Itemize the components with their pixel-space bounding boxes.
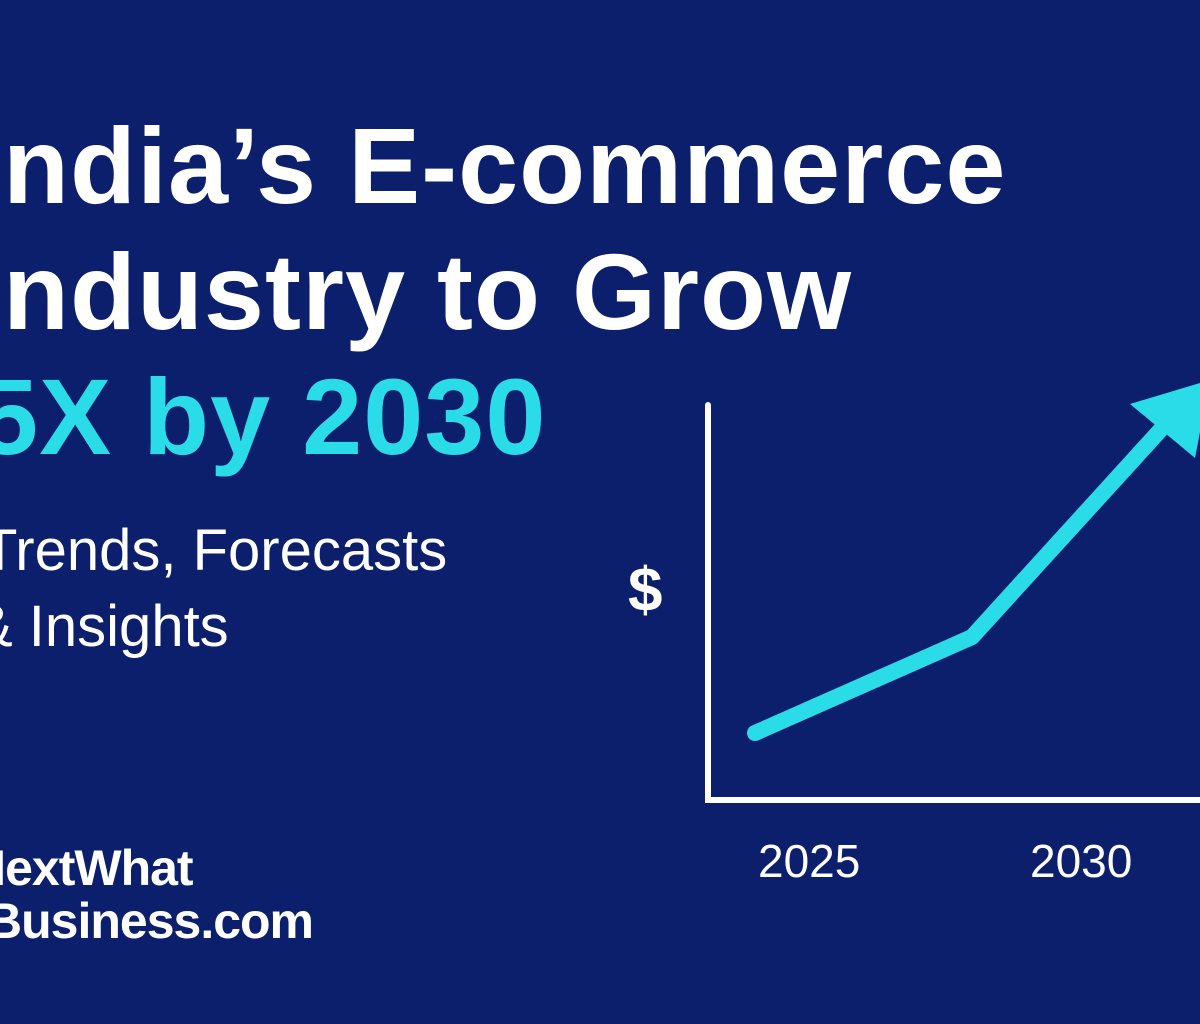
brand-logo-line-2: Business.com (0, 893, 314, 949)
headline-line-3: 5X by 2030 (0, 356, 547, 477)
x-label-2030: 2030 (1030, 835, 1133, 887)
subtitle-line-1: Trends, Forecasts (0, 518, 448, 583)
headline-line-1: India’s E-commerce (0, 105, 1007, 226)
axes (705, 402, 1200, 803)
trend-line (747, 417, 1173, 741)
arrow-head-icon (1130, 383, 1200, 458)
headline-line-2: Industry to Grow (0, 231, 852, 352)
x-label-2025: 2025 (758, 835, 861, 887)
dollar-icon: $ (628, 556, 663, 625)
subtitle-line-2: & Insights (0, 594, 229, 659)
brand-logo-line-1: NextWhat (0, 840, 194, 896)
